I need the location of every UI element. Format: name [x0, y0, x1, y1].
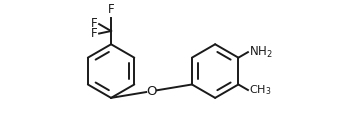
- Text: O: O: [146, 85, 157, 98]
- Text: NH$_2$: NH$_2$: [249, 45, 273, 60]
- Text: CH$_3$: CH$_3$: [249, 83, 271, 97]
- Text: F: F: [108, 3, 114, 16]
- Text: F: F: [91, 17, 97, 30]
- Text: F: F: [91, 27, 97, 40]
